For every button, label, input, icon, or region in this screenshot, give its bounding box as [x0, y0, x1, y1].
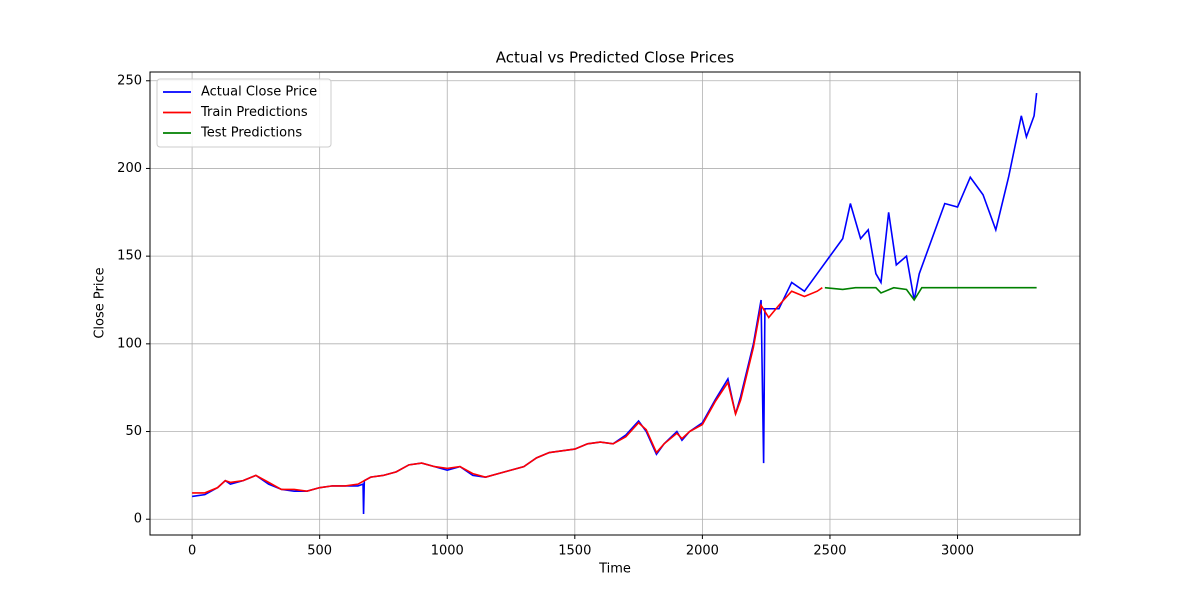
legend-label: Actual Close Price	[201, 85, 317, 100]
x-tick-label: 1000	[431, 544, 464, 559]
chart-title: Actual vs Predicted Close Prices	[496, 49, 735, 67]
x-axis-label: Time	[598, 562, 631, 577]
legend-box	[156, 78, 332, 148]
x-tick-label: 0	[188, 544, 196, 559]
plot-frame	[149, 71, 1081, 536]
y-tick-label: 0	[134, 512, 142, 527]
series-line	[824, 286, 1037, 302]
x-tick-label: 3000	[941, 544, 974, 559]
legend-label: Test Predictions	[200, 126, 302, 141]
y-axis-label: Close Price	[93, 267, 108, 338]
y-tick-label: 150	[117, 249, 142, 264]
series-line	[191, 92, 1038, 514]
x-tick-label: 2000	[686, 544, 719, 559]
series-line	[192, 287, 823, 494]
y-tick-label: 250	[117, 73, 142, 88]
x-tick-label: 2500	[813, 544, 846, 559]
y-tick-label: 200	[117, 161, 142, 176]
y-tick-label: 50	[125, 424, 142, 439]
x-tick-label: 1500	[558, 544, 591, 559]
y-tick-label: 100	[117, 336, 142, 351]
legend-label: Train Predictions	[200, 105, 308, 120]
x-tick-label: 500	[307, 544, 332, 559]
